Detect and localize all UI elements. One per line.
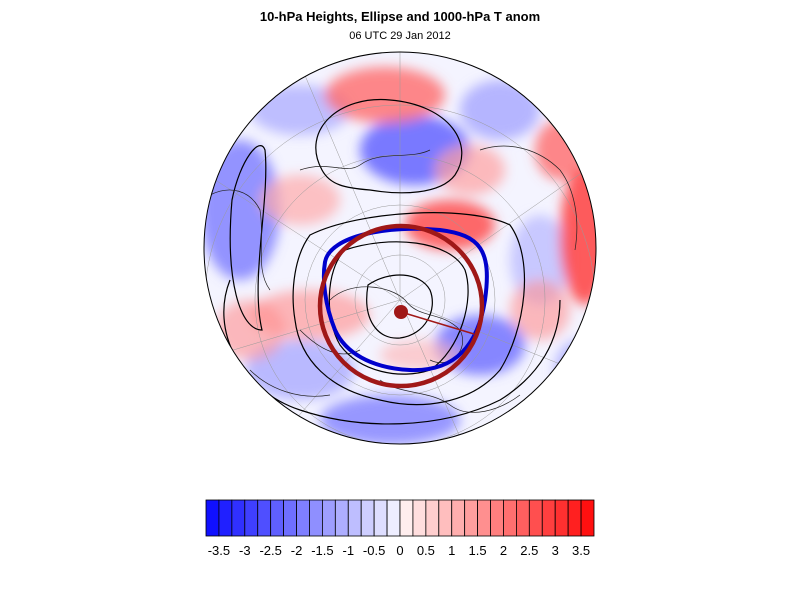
colorbar-tick-label: 2.5: [520, 543, 539, 558]
colorbar-swatch: [399, 499, 414, 537]
colorbar-swatch: [296, 499, 310, 537]
colorbar-tick-label: -2: [290, 543, 303, 558]
colorbar-swatch: [567, 499, 582, 537]
colorbar-tick-label: 1.5: [468, 543, 487, 558]
colorbar-swatch: [425, 499, 440, 537]
colorbar-swatch: [373, 499, 388, 537]
colorbar-swatch: [451, 499, 466, 537]
colorbar-tick-label: 1: [448, 543, 456, 558]
colorbar-tick-label: -3.5: [207, 543, 231, 558]
colorbar-swatch: [231, 499, 246, 537]
colorbar-tick-label: -1: [342, 543, 355, 558]
colorbar-swatch: [554, 499, 569, 537]
colorbar-swatch: [503, 499, 517, 537]
vortex-edge-contour: [321, 226, 489, 373]
colorbar-tick-label: 3: [551, 543, 559, 558]
colorbar-swatch: [360, 499, 375, 537]
colorbar-swatch: [386, 499, 401, 537]
colorbar-swatch: [516, 499, 530, 537]
colorbar-tick-label: 0.5: [416, 543, 435, 558]
colorbar-swatch: [580, 499, 595, 537]
ellipse-centroid-marker: [394, 305, 408, 319]
colorbar-swatch: [412, 499, 427, 537]
colorbar-tick-label: -1.5: [311, 543, 334, 558]
colorbar-swatch: [528, 499, 543, 537]
colorbar-tick-label: -2.5: [259, 543, 282, 558]
colorbar-swatch: [257, 499, 272, 537]
colorbar-swatch: [334, 499, 349, 537]
colorbar-swatch: [490, 499, 504, 537]
globe-outline: [203, 51, 597, 445]
map-subtitle: 06 UTC 29 Jan 2012: [349, 30, 451, 42]
colorbar-swatch: [347, 499, 362, 537]
vortex-ellipse: [317, 223, 485, 389]
colorbar-swatch: [321, 499, 336, 537]
colorbar-swatch: [270, 499, 284, 537]
colorbar-tick-label: -3: [239, 543, 251, 558]
colorbar-swatch: [464, 499, 478, 537]
colorbar-swatch: [309, 499, 323, 537]
colorbar-tick-label: 0: [396, 543, 404, 558]
colorbar-swatch: [283, 499, 297, 537]
colorbar-swatch: [218, 499, 233, 537]
colorbar-swatch: [541, 499, 556, 537]
colorbar-tick-label: -0.5: [362, 543, 386, 558]
map-title: 10-hPa Heights, Ellipse and 1000-hPa T a…: [259, 9, 541, 24]
colorbar-tick-label: 3.5: [572, 543, 591, 558]
colorbar-tick-label: 2: [499, 543, 508, 558]
colorbar-swatch: [477, 499, 491, 537]
ellipse-axis-line: [400, 311, 475, 335]
colorbar-swatch: [438, 499, 453, 537]
colorbar-swatch: [205, 499, 220, 537]
colorbar-swatch: [244, 499, 259, 537]
